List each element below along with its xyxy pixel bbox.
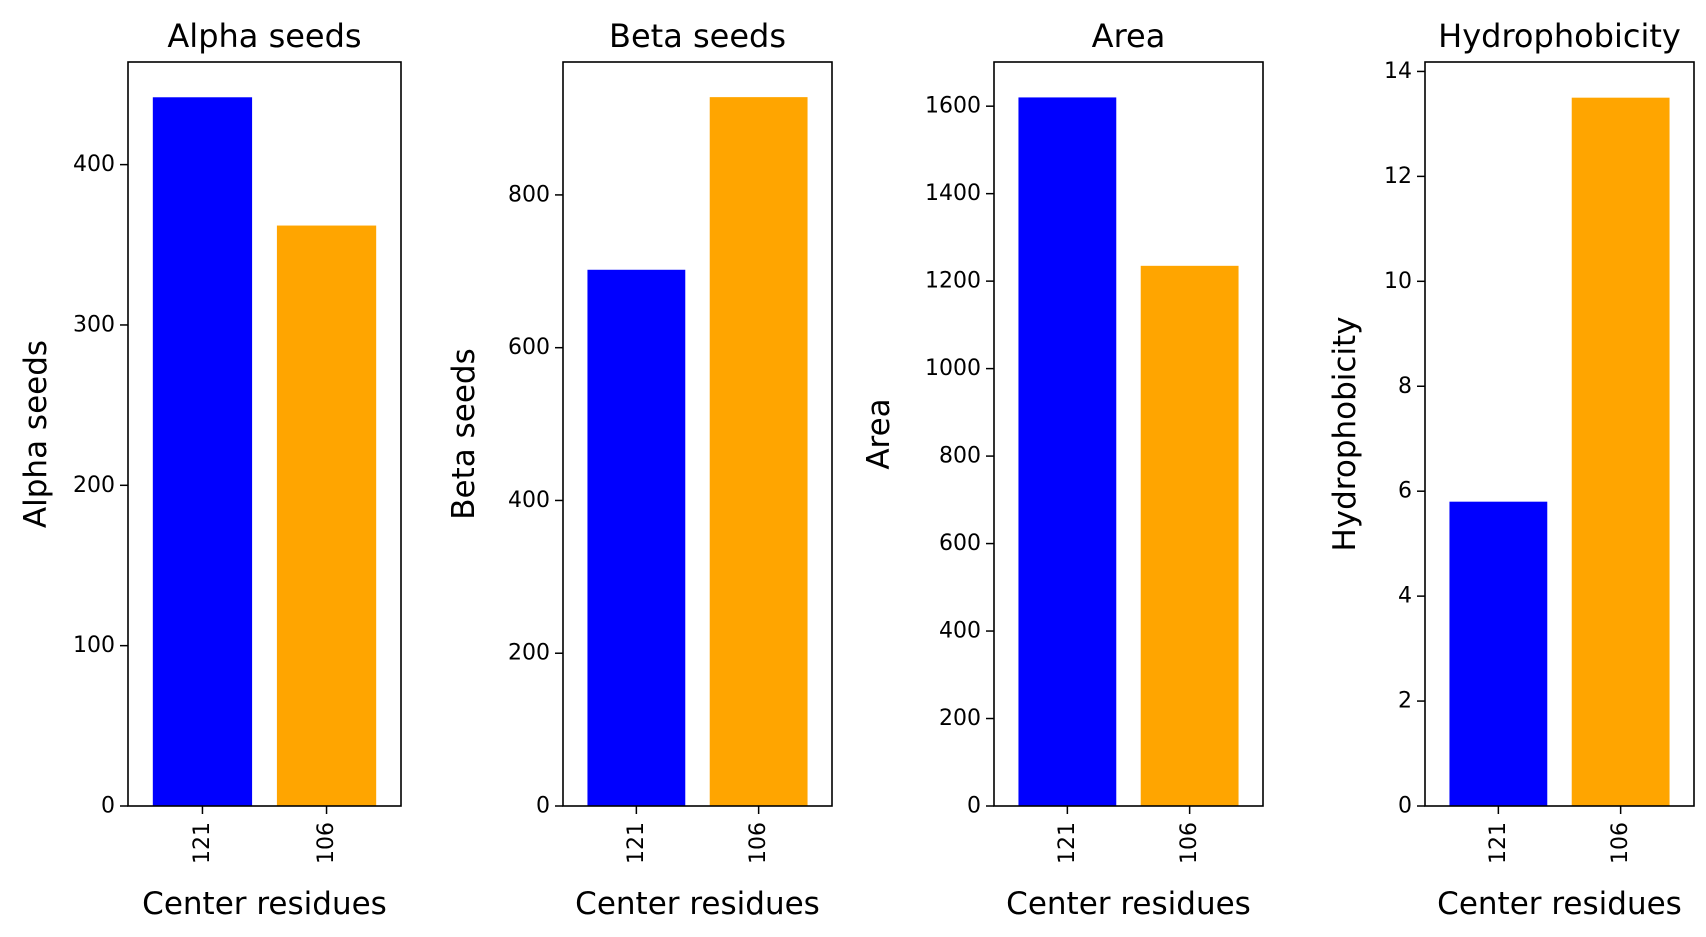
subplot-4: 121 106 0 2 4 6 8 10 12 14 Hydrophobicity Center re… [1327,17,1695,922]
axes-frame [562,61,833,807]
y-tick-label: 600 [508,335,550,360]
subplot-title: Alpha seeds [167,17,361,55]
y-tick-label: 200 [73,473,115,498]
y-tick-label: 2 [1398,689,1412,714]
x-axis-label: Center residues [575,886,820,922]
x-tick-label: 121 [190,822,215,864]
x-axis-label: Center residues [1437,886,1682,922]
y-tick-label: 10 [1384,269,1412,294]
y-tick-label: 100 [73,633,115,658]
y-tick-label: 14 [1384,59,1412,84]
y-tick-label: 200 [508,641,550,666]
bar-106 [709,97,808,806]
x-tick-label: 121 [1055,822,1080,864]
y-tick-label: 6 [1398,479,1412,504]
x-tick-label: 106 [1177,822,1202,864]
y-tick-label: 1000 [925,356,981,381]
y-axis-label: Alpha seeds [18,340,54,528]
y-axis-label: Hydrophobicity [1327,316,1363,551]
y-axis-label: Beta seeds [446,348,482,519]
x-tick-label: 106 [1608,822,1633,864]
subplot-title: Beta seeds [609,17,786,55]
bar-121 [587,269,686,806]
x-axis-label: Center residues [1006,886,1251,922]
y-axis-label: Area [861,398,897,469]
y-tick-label: 0 [536,794,550,819]
x-tick-label: 106 [314,822,339,864]
y-tick-label: 400 [73,152,115,177]
axes-frame [993,61,1264,807]
bar-106 [276,225,377,806]
y-tick-label: 0 [967,794,981,819]
bar-121 [1449,501,1548,806]
bar-121 [1018,97,1117,806]
x-axis-label: Center residues [142,886,387,922]
y-tick-label: 1400 [925,181,981,206]
axes-frame [127,61,402,807]
y-tick-label: 0 [101,794,115,819]
y-tick-label: 400 [508,488,550,513]
y-tick-label: 12 [1384,164,1412,189]
y-tick-label: 800 [508,182,550,207]
y-tick-label: 0 [1398,794,1412,819]
x-tick-label: 106 [746,822,771,864]
y-tick-label: 1600 [925,94,981,119]
bar-106 [1571,97,1670,807]
y-tick-label: 600 [939,531,981,556]
x-tick-label: 121 [624,822,649,864]
subplot-1: 121 106 0 100 200 300 400 Alpha seeds Center res… [18,17,402,922]
subplot-2: 121 106 0 200 400 600 800 Beta seeds Center resi… [446,17,833,922]
x-tick-label: 121 [1486,822,1511,864]
subplot-title: Hydrophobicity [1438,17,1681,55]
y-tick-label: 800 [939,444,981,469]
y-tick-label: 1200 [925,269,981,294]
y-tick-label: 300 [73,312,115,337]
y-tick-label: 8 [1398,374,1412,399]
subplot-3: 121 106 0 200 400 600 800 1000 1200 1400 1600 Area C… [861,17,1264,922]
y-tick-label: 200 [939,706,981,731]
bar-106 [1140,265,1239,807]
axes-frame [1424,61,1695,807]
subplot-title: Area [1092,17,1166,55]
y-tick-label: 400 [939,619,981,644]
y-tick-label: 4 [1398,584,1412,609]
bar-121 [152,97,253,806]
